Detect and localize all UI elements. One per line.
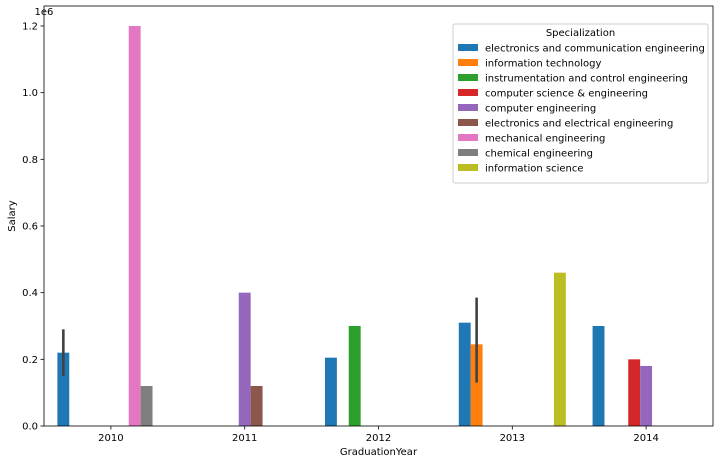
bar-2011-4 — [238, 292, 251, 426]
legend-swatch-8 — [458, 164, 478, 171]
y-offset-label: 1e6 — [35, 7, 54, 18]
legend-label-3: computer science & engineering — [485, 89, 648, 100]
y-tick-label-1.2: 1.2 — [22, 22, 38, 33]
bar-2014-4 — [640, 366, 653, 426]
legend-box — [452, 23, 709, 184]
x-tick-label-2012: 2012 — [366, 433, 391, 444]
legend-swatch-6 — [458, 134, 478, 141]
legend-swatch-3 — [458, 89, 478, 96]
bar-2013-1 — [470, 344, 483, 426]
y-tick-label-0.6: 0.6 — [22, 222, 38, 233]
legend-label-8: information science — [485, 164, 584, 175]
x-axis-ticks: 2010 2011 2012 2013 2014 — [98, 426, 659, 444]
legend-swatch-5 — [458, 119, 478, 126]
legend: Specialization electronics and communica… — [452, 23, 709, 184]
bar-2014-3 — [628, 359, 641, 426]
bar-2013-8 — [553, 272, 566, 426]
legend-title: Specialization — [546, 28, 615, 39]
legend-label-0: electronics and communication engineerin… — [485, 44, 705, 55]
y-tick-label-0.0: 0.0 — [22, 422, 38, 433]
y-tick-label-0.4: 0.4 — [22, 288, 38, 299]
bar-2012-0 — [324, 357, 337, 426]
legend-swatch-0 — [458, 44, 478, 51]
legend-label-2: instrumentation and control engineering — [485, 74, 688, 85]
legend-items: electronics and communication engineerin… — [458, 44, 705, 175]
legend-swatch-4 — [458, 104, 478, 111]
legend-swatch-2 — [458, 74, 478, 81]
bars-layer — [57, 26, 653, 426]
y-tick-label-0.8: 0.8 — [22, 155, 38, 166]
x-tick-label-2010: 2010 — [98, 433, 123, 444]
y-tick-label-0.2: 0.2 — [22, 355, 38, 366]
y-tick-label-1.0: 1.0 — [22, 88, 38, 99]
error-bars-layer — [62, 297, 478, 383]
bar-2014-0 — [592, 326, 605, 426]
legend-label-1: information technology — [485, 59, 602, 70]
bar-2011-5 — [250, 386, 263, 426]
legend-swatch-7 — [458, 149, 478, 156]
y-axis-label: Salary — [7, 200, 18, 231]
legend-label-5: electronics and electrical engineering — [485, 119, 673, 130]
legend-label-7: chemical engineering — [485, 149, 593, 160]
x-tick-label-2011: 2011 — [232, 433, 257, 444]
bar-2010-6 — [128, 26, 141, 426]
bar-2013-0 — [458, 322, 471, 426]
bar-2012-2 — [348, 326, 361, 426]
x-axis-label: GraduationYear — [340, 447, 418, 458]
bar-2010-7 — [140, 386, 153, 426]
legend-label-6: mechanical engineering — [485, 134, 605, 145]
bar-2010-0 — [57, 352, 70, 426]
legend-swatch-1 — [458, 59, 478, 66]
x-tick-label-2014: 2014 — [633, 433, 658, 444]
legend-label-4: computer engineering — [485, 104, 596, 115]
x-tick-label-2013: 2013 — [500, 433, 525, 444]
y-axis-ticks: 0.0 0.2 0.4 0.6 0.8 1.0 1.2 — [22, 22, 44, 433]
